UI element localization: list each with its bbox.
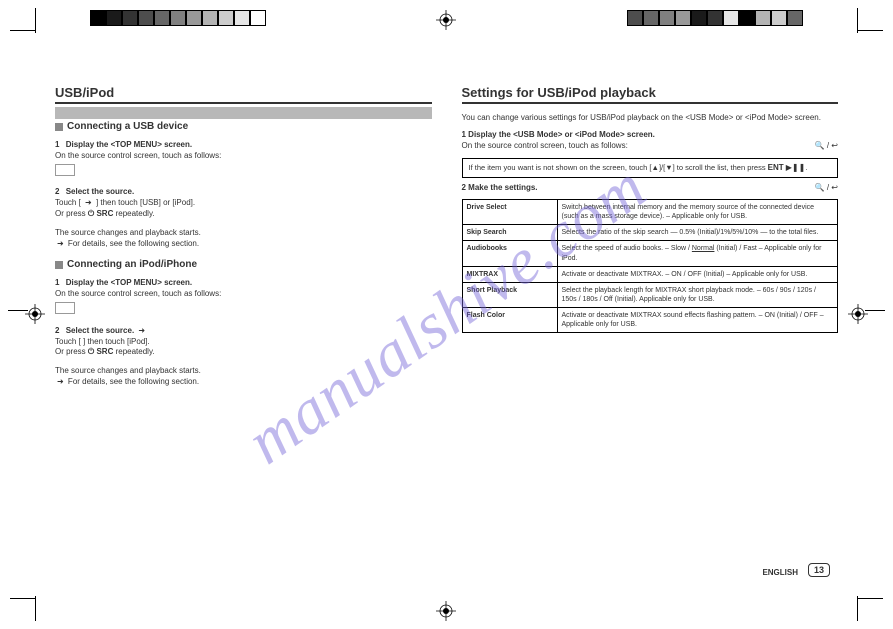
search-back-icon: 🔍 / ↩ [815,140,838,151]
setting-desc: Select the playback length for MIXTRAX s… [557,282,838,307]
bullet-box-icon [55,261,63,269]
page-number: 13 [808,563,830,577]
section-header-usb-ipod: USB/iPod [55,85,432,104]
subtitle-connecting-ipod: Connecting an iPod/iPhone [67,259,197,270]
setting-item: Skip Search [462,225,557,241]
step-2-ipod: 2 Select the source. ➜ Touch [ ] then to… [55,326,432,358]
right-section-header: Settings for USB/iPod playback [462,85,839,104]
intro-text: You can change various settings for USB/… [462,112,839,123]
settings-table: Drive SelectSwitch between internal memo… [462,199,839,333]
setting-desc: Activate or deactivate MIXTRAX. – ON / O… [557,266,838,282]
setting-item: Flash Color [462,307,557,332]
setting-item: Drive Select [462,200,557,225]
setting-item: Audiobooks [462,241,557,266]
registration-mark-top [436,10,456,30]
bullet-box-icon [55,123,63,131]
step-1-ipod: 1 Display the <TOP MENU> screen. On the … [55,278,432,317]
step-1-usb: 1 Display the <TOP MENU> screen. On the … [55,140,432,179]
language-label: ENGLISH [762,568,798,577]
colorbar-right [627,10,803,26]
setting-desc: Selects the ratio of the skip search — 0… [557,225,838,241]
step-2-usb: 2 Select the source. Touch [ ➜ ] then to… [55,187,432,219]
subtitle-connecting-usb: Connecting a USB device [67,121,188,132]
setting-item: Short Playback [462,282,557,307]
scroll-note-box: If the item you want is not shown on the… [462,158,839,178]
registration-mark-bottom [436,601,456,621]
colorbar-left [90,10,266,26]
registration-mark-left [25,304,45,324]
subsection-bar [55,107,432,119]
step-2-settings: 2 Make the settings. 🔍 / ↩ [462,182,839,193]
step-result-ipod: The source changes and playback starts. … [55,366,432,388]
setting-item: MIXTRAX [462,266,557,282]
setting-desc: Switch between internal memory and the m… [557,200,838,225]
registration-mark-right [848,304,868,324]
setting-desc: Select the speed of audio books. – Slow … [557,241,838,266]
setting-desc: Activate or deactivate MIXTRAX sound eff… [557,307,838,332]
search-back-icon: 🔍 / ↩ [815,182,838,193]
step-result-usb: The source changes and playback starts. … [55,228,432,250]
step-1-settings: 1 Display the <USB Mode> or <iPod Mode> … [462,129,839,151]
